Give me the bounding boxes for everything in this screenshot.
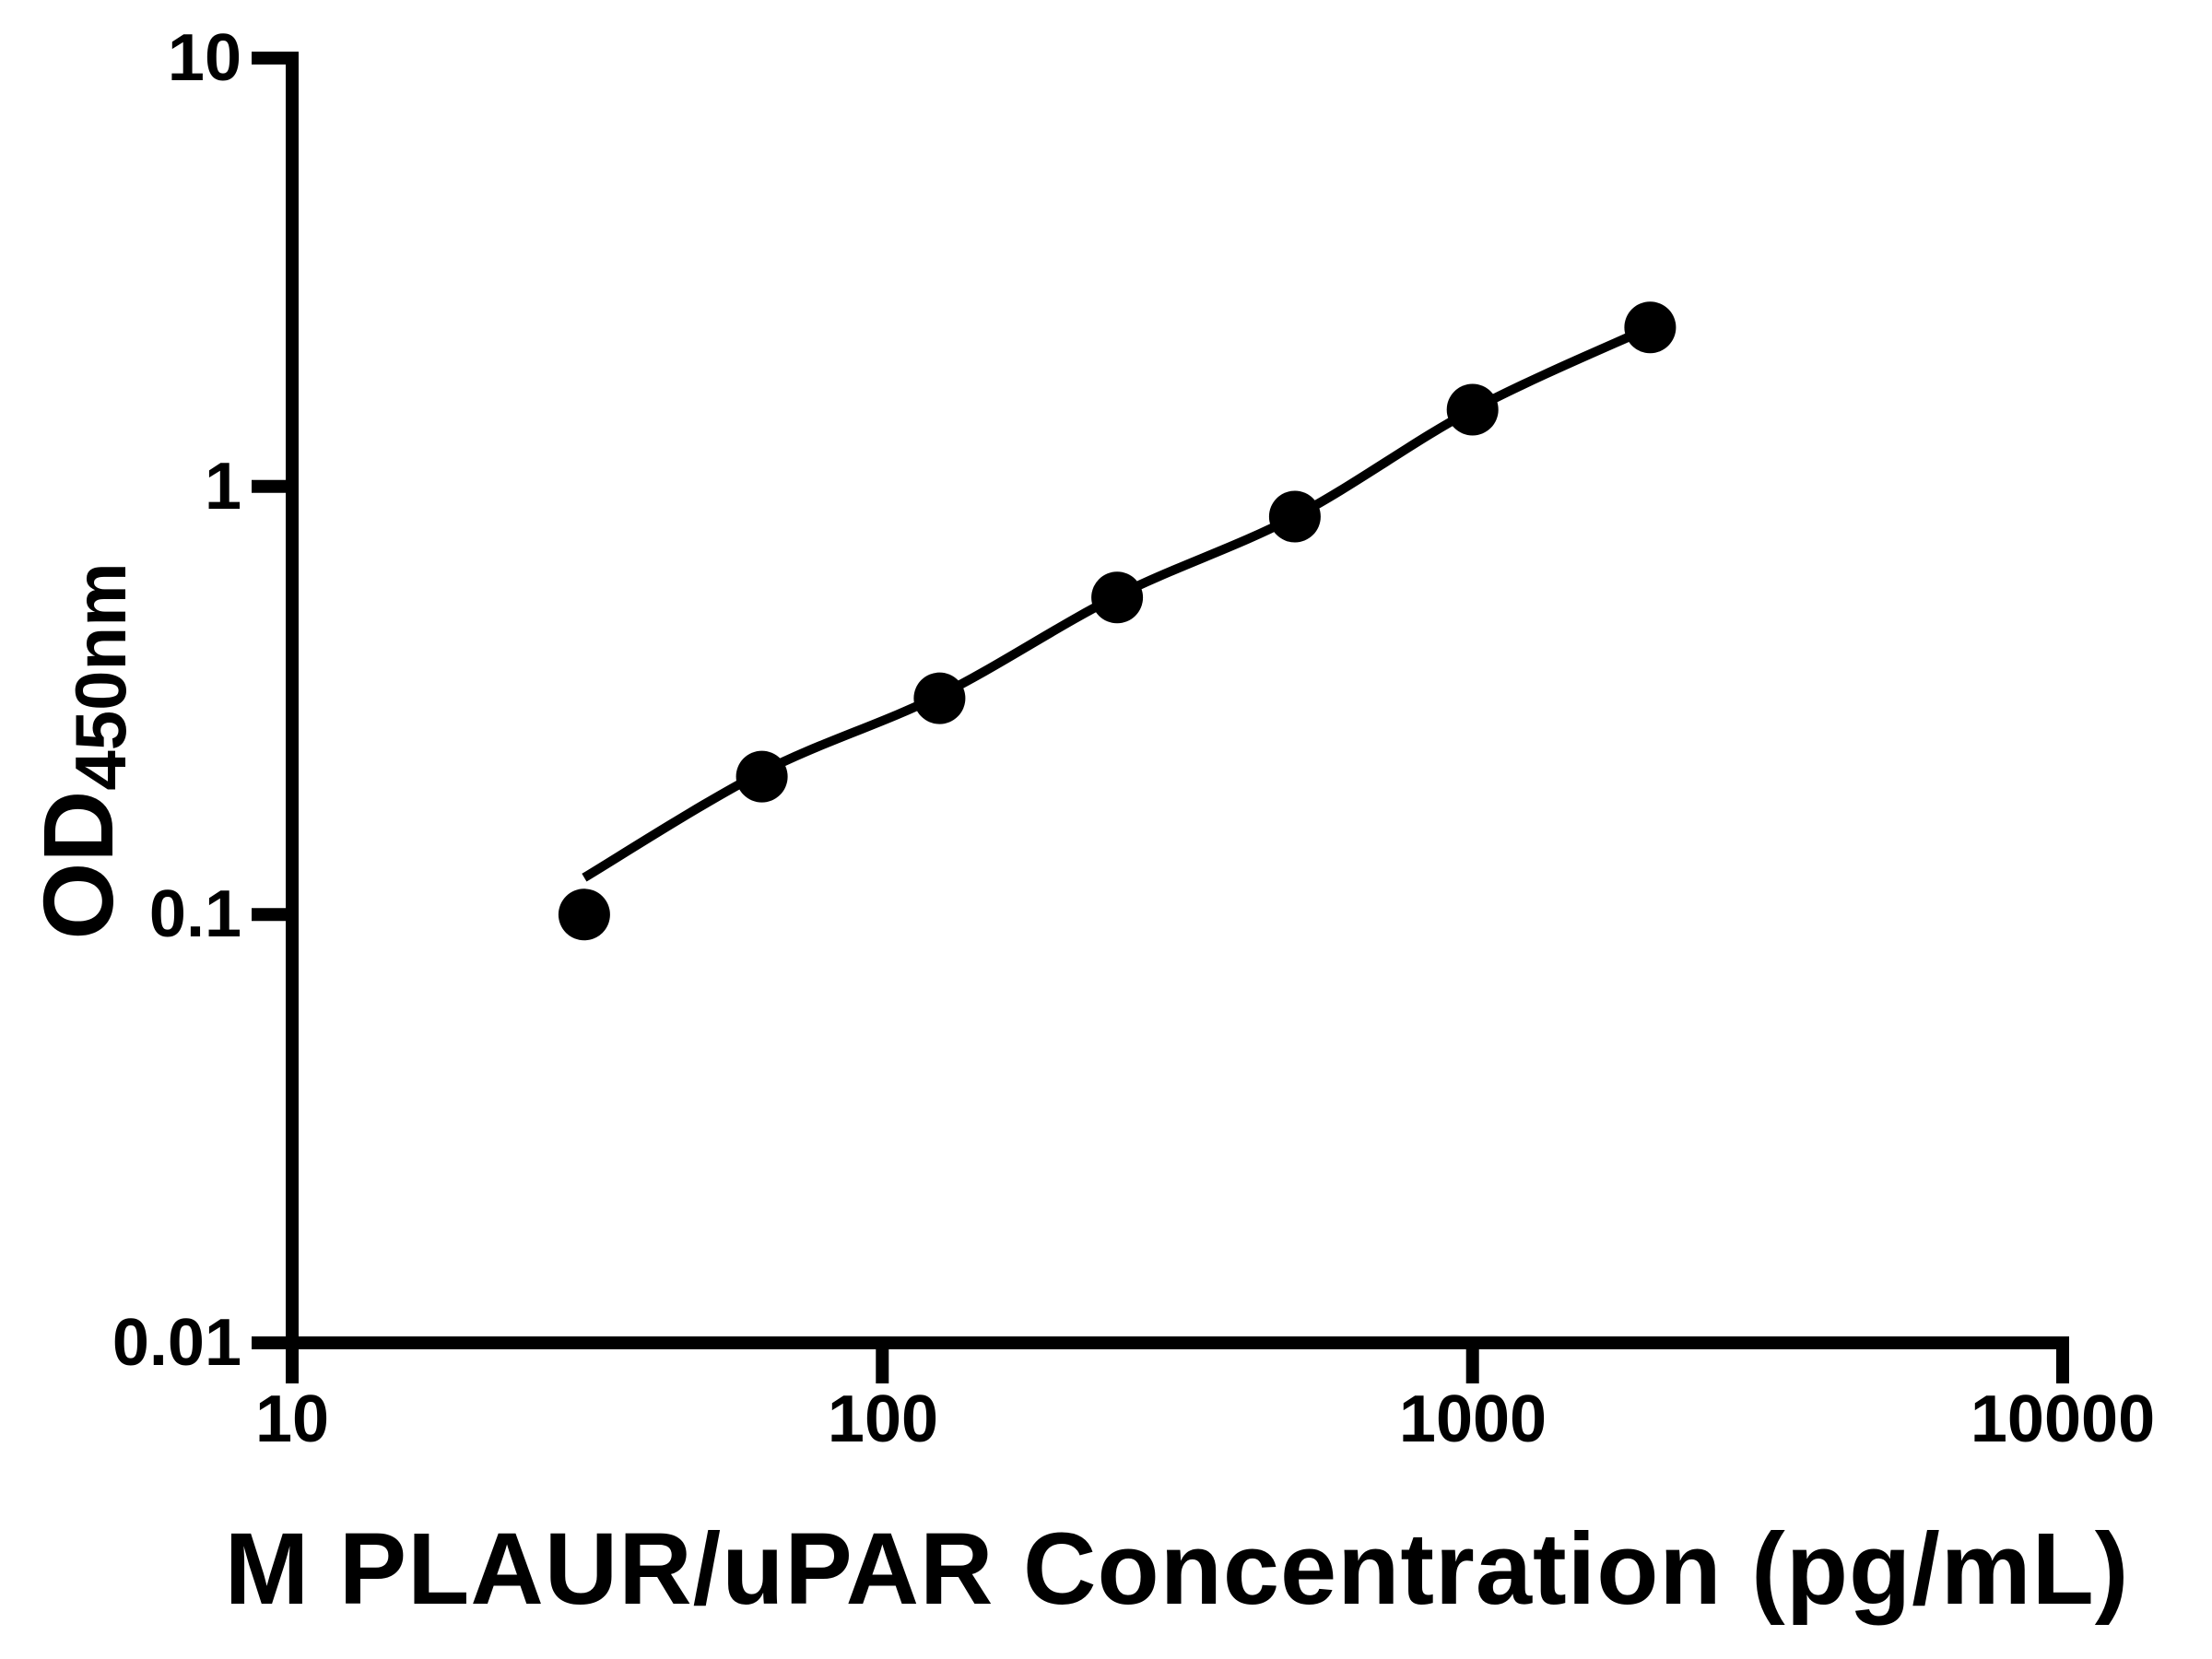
x-axis-title: M PLAUR/uPAR Concentration (pg/mL) xyxy=(224,1512,2130,1626)
x-tick-label-10000: 10000 xyxy=(1970,1382,2156,1456)
y-axis-title-sub: 450nm xyxy=(60,562,141,791)
y-axis-title-main: OD xyxy=(22,790,134,940)
data-point-marker xyxy=(1624,301,1677,354)
y-tick-label-0-1: 0.1 xyxy=(148,877,241,951)
x-tick-label-100: 100 xyxy=(827,1382,939,1456)
data-point-marker xyxy=(1446,383,1499,436)
data-point-marker xyxy=(1268,490,1321,543)
data-point-marker xyxy=(913,672,966,724)
y-tick-label-1: 1 xyxy=(204,450,241,524)
data-point-marker xyxy=(558,888,610,941)
x-tick-label-1000: 1000 xyxy=(1398,1382,1547,1456)
y-tick-label-10: 10 xyxy=(167,21,241,95)
data-point-marker xyxy=(735,750,788,803)
y-axis-title: OD450nm xyxy=(14,512,143,991)
x-tick-label-10: 10 xyxy=(254,1382,330,1456)
data-point-marker xyxy=(1091,571,1144,624)
y-tick-label-0-01: 0.01 xyxy=(112,1306,241,1380)
